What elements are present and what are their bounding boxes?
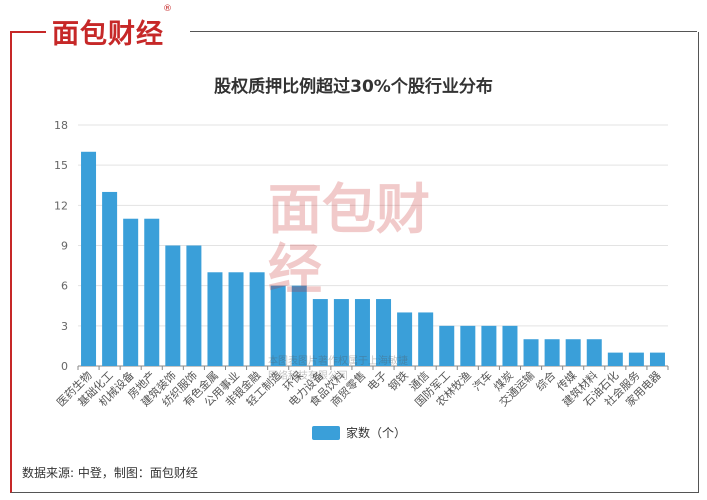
bar (81, 151, 97, 366)
bar (312, 299, 328, 366)
chart-title: 股权质押比例超过30%个股行业分布 (214, 77, 493, 97)
bar (439, 325, 455, 366)
bar (460, 325, 476, 366)
y-tick-label: 18 (54, 119, 68, 132)
x-tick-label: 钢铁 (386, 369, 411, 394)
bar (291, 285, 307, 366)
bar (207, 272, 223, 366)
bar (628, 352, 644, 366)
y-tick-label: 15 (54, 159, 68, 172)
bar (481, 325, 497, 366)
y-tick-label: 9 (61, 240, 68, 253)
chart-frame (10, 32, 699, 493)
bar (270, 285, 286, 366)
legend[interactable]: 家数（个） (312, 424, 406, 441)
source-note: 数据来源: 中登，制图：面包财经 (22, 466, 198, 480)
y-tick-label: 3 (61, 320, 68, 333)
bar (397, 312, 413, 366)
brand-logo: 面包财经 (52, 19, 164, 50)
legend-label: 家数（个） (346, 426, 407, 440)
bar (186, 245, 202, 366)
bar (249, 272, 265, 366)
bar (544, 339, 560, 366)
bar (607, 352, 623, 366)
y-tick-label: 12 (54, 199, 68, 212)
registered-mark: ® (163, 4, 172, 14)
y-tick-label: 0 (61, 360, 68, 373)
bar (354, 299, 370, 366)
bar (523, 339, 539, 366)
bar (565, 339, 581, 366)
x-tick-label: 电子 (365, 369, 390, 394)
y-tick-label: 6 (61, 280, 68, 293)
bar (376, 299, 392, 366)
bar (418, 312, 434, 366)
legend-swatch (312, 425, 340, 440)
bar (333, 299, 349, 366)
frame-top-line (190, 31, 697, 32)
bar (165, 245, 181, 366)
bar (586, 339, 602, 366)
bar (228, 272, 244, 366)
bar (649, 352, 665, 366)
bar (144, 218, 160, 366)
bar (502, 325, 518, 366)
x-tick-label: 汽车 (470, 368, 495, 393)
x-tick-label: 综合 (533, 368, 558, 393)
bar (123, 218, 139, 366)
frame-accent (10, 31, 46, 33)
bar (102, 191, 118, 366)
